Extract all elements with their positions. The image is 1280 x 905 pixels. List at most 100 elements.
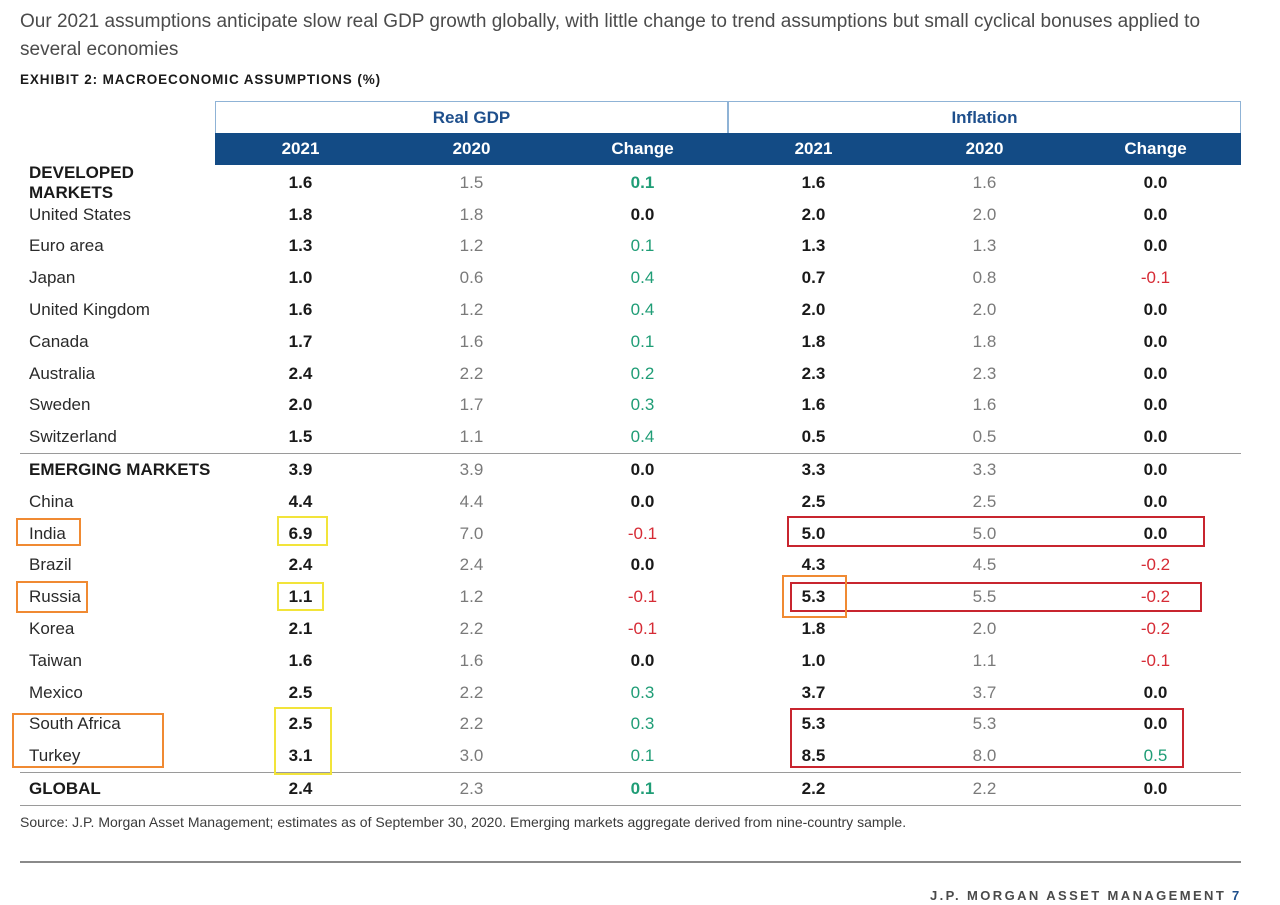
gdp-change-cell: 0.2 bbox=[630, 363, 655, 383]
inflation-2020-cell: 5.5 bbox=[972, 587, 997, 607]
column-header-gdp-change: Change bbox=[611, 139, 674, 158]
gdp-change-cell: 0.3 bbox=[630, 395, 655, 415]
inflation-2021-cell: 1.6 bbox=[801, 172, 826, 192]
gdp-change-cell: 0.1 bbox=[630, 172, 655, 192]
row-label: Euro area bbox=[29, 236, 104, 256]
gdp-2020-cell: 2.4 bbox=[459, 555, 484, 575]
inflation-2020-cell: 1.3 bbox=[972, 236, 997, 256]
inflation-2020-cell: 1.8 bbox=[972, 331, 997, 351]
row-label: GLOBAL bbox=[29, 779, 101, 799]
gdp-2021-cell: 1.0 bbox=[288, 268, 313, 288]
source-note: Source: J.P. Morgan Asset Management; es… bbox=[20, 814, 907, 830]
table-row: DEVELOPED MARKETS 1.6 1.5 0.1 1.6 1.6 0.0 bbox=[20, 163, 1241, 202]
column-header-inflation-2020: 2020 bbox=[965, 139, 1004, 158]
inflation-change-cell: 0.0 bbox=[1143, 491, 1168, 511]
gdp-change-cell: 0.1 bbox=[630, 779, 655, 799]
table-row: Brazil 2.4 2.4 0.0 4.3 4.5 -0.2 bbox=[20, 550, 1241, 582]
gdp-2021-cell: 1.5 bbox=[288, 427, 313, 447]
gdp-change-cell: 0.0 bbox=[630, 491, 655, 511]
table-row: United States 1.8 1.8 0.0 2.0 2.0 0.0 bbox=[20, 199, 1241, 231]
inflation-2020-cell: 0.5 bbox=[972, 427, 997, 447]
inflation-2021-cell: 3.3 bbox=[801, 460, 826, 480]
inflation-change-cell: 0.0 bbox=[1143, 523, 1168, 543]
column-header-row: 2021 2020 Change 2021 2020 Change bbox=[215, 133, 1241, 165]
row-label: Turkey bbox=[29, 746, 81, 766]
table-row: India 6.9 7.0 -0.1 5.0 5.0 0.0 bbox=[20, 518, 1241, 550]
gdp-2020-cell: 2.2 bbox=[459, 714, 484, 734]
gdp-2020-cell: 2.3 bbox=[459, 779, 484, 799]
footer-divider bbox=[20, 861, 1241, 863]
gdp-2021-cell: 2.0 bbox=[288, 395, 313, 415]
gdp-2020-cell: 1.7 bbox=[459, 395, 484, 415]
inflation-2021-cell: 8.5 bbox=[801, 746, 826, 766]
inflation-change-cell: -0.1 bbox=[1140, 650, 1171, 670]
row-label: DEVELOPED MARKETS bbox=[29, 162, 134, 202]
gdp-2021-cell: 1.8 bbox=[288, 204, 313, 224]
inflation-2021-cell: 5.3 bbox=[801, 587, 826, 607]
inflation-change-cell: -0.2 bbox=[1140, 587, 1171, 607]
inflation-change-cell: 0.0 bbox=[1143, 172, 1168, 192]
inflation-2020-cell: 2.0 bbox=[972, 204, 997, 224]
inflation-change-cell: 0.0 bbox=[1143, 363, 1168, 383]
inflation-change-cell: -0.2 bbox=[1140, 619, 1171, 639]
gdp-2020-cell: 2.2 bbox=[459, 619, 484, 639]
inflation-2021-cell: 4.3 bbox=[801, 555, 826, 575]
group-header-inflation: Inflation bbox=[728, 101, 1241, 133]
inflation-2021-cell: 5.3 bbox=[801, 714, 826, 734]
inflation-2020-cell: 3.7 bbox=[972, 682, 997, 702]
table-row: Turkey 3.1 3.0 0.1 8.5 8.0 0.5 bbox=[20, 740, 1241, 772]
inflation-2020-cell: 2.0 bbox=[972, 619, 997, 639]
inflation-2020-cell: 2.5 bbox=[972, 491, 997, 511]
gdp-2021-cell: 2.5 bbox=[288, 714, 313, 734]
inflation-2021-cell: 1.8 bbox=[801, 619, 826, 639]
inflation-change-cell: 0.0 bbox=[1143, 460, 1168, 480]
row-label: Korea bbox=[29, 619, 75, 639]
row-label: EMERGING MARKETS bbox=[29, 460, 211, 480]
gdp-change-cell: 0.4 bbox=[630, 427, 655, 447]
inflation-2021-cell: 1.6 bbox=[801, 395, 826, 415]
gdp-change-cell: -0.1 bbox=[627, 619, 658, 639]
gdp-2020-cell: 1.2 bbox=[459, 587, 484, 607]
inflation-change-cell: 0.0 bbox=[1143, 395, 1168, 415]
row-label: United Kingdom bbox=[29, 300, 150, 320]
table-row: United Kingdom 1.6 1.2 0.4 2.0 2.0 0.0 bbox=[20, 294, 1241, 326]
gdp-2021-cell: 2.1 bbox=[288, 619, 313, 639]
column-header-inflation-change: Change bbox=[1124, 139, 1187, 158]
gdp-2021-cell: 1.6 bbox=[288, 650, 313, 670]
gdp-2020-cell: 1.2 bbox=[459, 300, 484, 320]
page-title: Our 2021 assumptions anticipate slow rea… bbox=[20, 11, 1201, 60]
gdp-2021-cell: 1.6 bbox=[288, 300, 313, 320]
gdp-2020-cell: 1.8 bbox=[459, 204, 484, 224]
table-row: Canada 1.7 1.6 0.1 1.8 1.8 0.0 bbox=[20, 326, 1241, 358]
inflation-2021-cell: 0.7 bbox=[801, 268, 826, 288]
gdp-change-cell: 0.3 bbox=[630, 682, 655, 702]
gdp-2021-cell: 4.4 bbox=[288, 491, 313, 511]
column-header-gdp-2021: 2021 bbox=[281, 139, 320, 158]
gdp-change-cell: 0.0 bbox=[630, 204, 655, 224]
gdp-2021-cell: 1.3 bbox=[288, 236, 313, 256]
footer-brand: J.P. MORGAN ASSET MANAGEMENT bbox=[930, 888, 1227, 903]
gdp-2020-cell: 1.1 bbox=[459, 427, 484, 447]
group-header-real-gdp: Real GDP bbox=[215, 101, 728, 133]
gdp-2021-cell: 1.6 bbox=[288, 172, 313, 192]
inflation-2021-cell: 3.7 bbox=[801, 682, 826, 702]
gdp-2020-cell: 1.6 bbox=[459, 331, 484, 351]
inflation-2020-cell: 5.0 bbox=[972, 523, 997, 543]
gdp-2020-cell: 3.9 bbox=[459, 460, 484, 480]
row-label: India bbox=[29, 523, 66, 543]
row-label: Japan bbox=[29, 268, 76, 288]
inflation-2020-cell: 4.5 bbox=[972, 555, 997, 575]
gdp-change-cell: 0.1 bbox=[630, 331, 655, 351]
gdp-2020-cell: 1.5 bbox=[459, 172, 484, 192]
inflation-2021-cell: 1.3 bbox=[801, 236, 826, 256]
row-label: Mexico bbox=[29, 682, 83, 702]
table-row: Mexico 2.5 2.2 0.3 3.7 3.7 0.0 bbox=[20, 677, 1241, 709]
inflation-2021-cell: 2.3 bbox=[801, 363, 826, 383]
table-row: GLOBAL 2.4 2.3 0.1 2.2 2.2 0.0 bbox=[20, 772, 1241, 806]
inflation-change-cell: -0.1 bbox=[1140, 268, 1171, 288]
row-label: Sweden bbox=[29, 395, 91, 415]
gdp-2021-cell: 2.5 bbox=[288, 682, 313, 702]
inflation-2021-cell: 1.0 bbox=[801, 650, 826, 670]
table-row: Russia 1.1 1.2 -0.1 5.3 5.5 -0.2 bbox=[20, 581, 1241, 613]
inflation-change-cell: -0.2 bbox=[1140, 555, 1171, 575]
